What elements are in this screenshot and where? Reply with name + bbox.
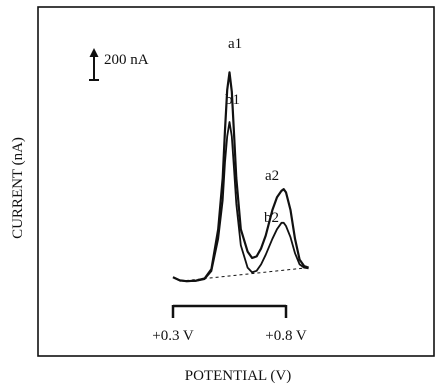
bracket-start-label: +0.3 V: [152, 328, 194, 344]
peak-label-b1: b1: [225, 92, 240, 108]
baseline-dashed-line: [179, 267, 309, 282]
peak-label-b2: b2: [264, 210, 279, 226]
x-axis-label: POTENTIAL (V): [185, 368, 292, 384]
bracket-end-label: +0.8 V: [265, 328, 307, 344]
traces: [172, 71, 309, 283]
series-a-line: [172, 71, 309, 283]
scale-bar-label: 200 nA: [104, 52, 149, 68]
peak-label-a2: a2: [265, 168, 279, 184]
potential-bracket: +0.3 V +0.8 V: [152, 304, 307, 344]
scale-bar-arrowhead: [89, 48, 99, 57]
plot-frame: [37, 6, 435, 357]
peak-labels: a1 b1 a2 b2: [225, 36, 279, 226]
scale-bar: 200 nA: [89, 48, 149, 81]
y-axis-label: CURRENT (nA): [10, 137, 26, 239]
peak-label-a1: a1: [228, 36, 242, 52]
series-b-line: [172, 121, 309, 283]
